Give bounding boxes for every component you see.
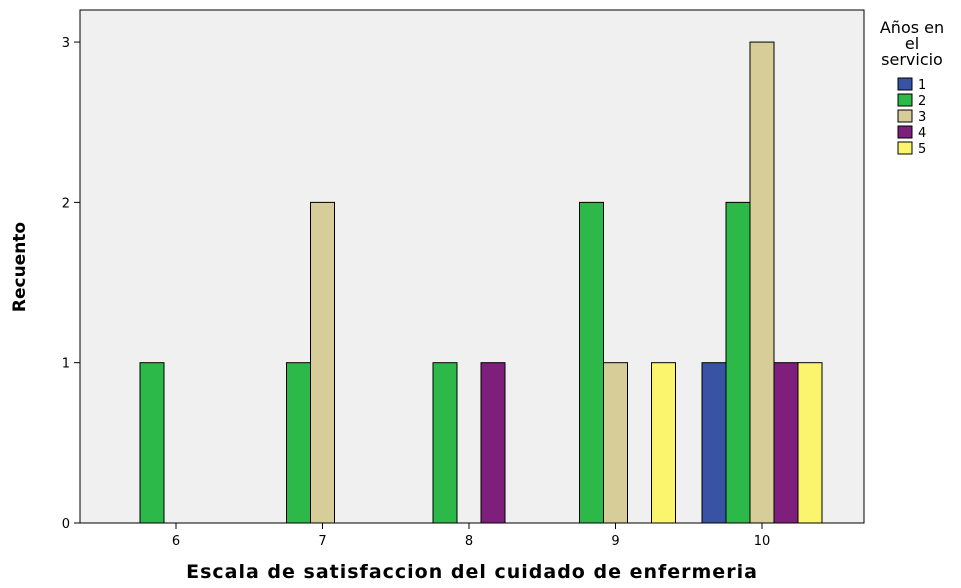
legend-title-line-2: el bbox=[905, 34, 919, 53]
y-tick-label-0: 0 bbox=[62, 517, 70, 532]
bar-9-series-3 bbox=[603, 362, 628, 524]
legend-swatch-2 bbox=[897, 93, 913, 107]
bar-6-series-2 bbox=[139, 362, 165, 524]
x-tick-label-8: 8 bbox=[465, 534, 473, 549]
legend-swatch-4 bbox=[897, 125, 913, 139]
axes-layer: 0 1 2 3 6 7 8 9 10 bbox=[62, 36, 771, 549]
legend-label-2: 2 bbox=[918, 94, 926, 109]
bar-7-series-2 bbox=[286, 362, 311, 524]
bar-10-series-3 bbox=[749, 41, 775, 524]
legend-swatch-1 bbox=[897, 77, 913, 91]
bar-10-series-5 bbox=[797, 362, 823, 524]
legend-title-line-1: Años en bbox=[880, 18, 944, 37]
legend-label-5: 5 bbox=[918, 142, 926, 157]
bar-9-series-2 bbox=[579, 201, 604, 524]
x-tick-label-6: 6 bbox=[172, 534, 180, 549]
y-tick-label-1: 1 bbox=[62, 357, 70, 372]
legend-swatch-3 bbox=[897, 109, 913, 123]
bar-7-series-3 bbox=[310, 201, 335, 524]
bar-10-series-1 bbox=[701, 362, 727, 524]
bar-10-series-2 bbox=[725, 201, 751, 524]
y-axis-title: Recuento bbox=[10, 222, 30, 312]
bar-8-series-4 bbox=[480, 362, 506, 524]
bar-8-series-2 bbox=[432, 362, 458, 524]
x-tick-label-10: 10 bbox=[754, 534, 771, 549]
y-tick-label-2: 2 bbox=[62, 196, 70, 211]
x-tick-label-7: 7 bbox=[318, 534, 326, 549]
y-tick-label-3: 3 bbox=[62, 36, 70, 51]
bar-9-series-5 bbox=[651, 362, 676, 524]
legend-label-1: 1 bbox=[918, 78, 926, 93]
legend-title-line-3: servicio bbox=[881, 50, 943, 69]
x-axis-title: Escala de satisfaccion del cuidado de en… bbox=[186, 561, 758, 583]
legend-label-4: 4 bbox=[918, 126, 926, 141]
legend-label-3: 3 bbox=[918, 110, 926, 125]
legend-swatch-5 bbox=[897, 141, 913, 155]
bars-layer bbox=[139, 41, 823, 524]
bar-10-series-4 bbox=[773, 362, 799, 524]
x-tick-label-9: 9 bbox=[611, 534, 619, 549]
